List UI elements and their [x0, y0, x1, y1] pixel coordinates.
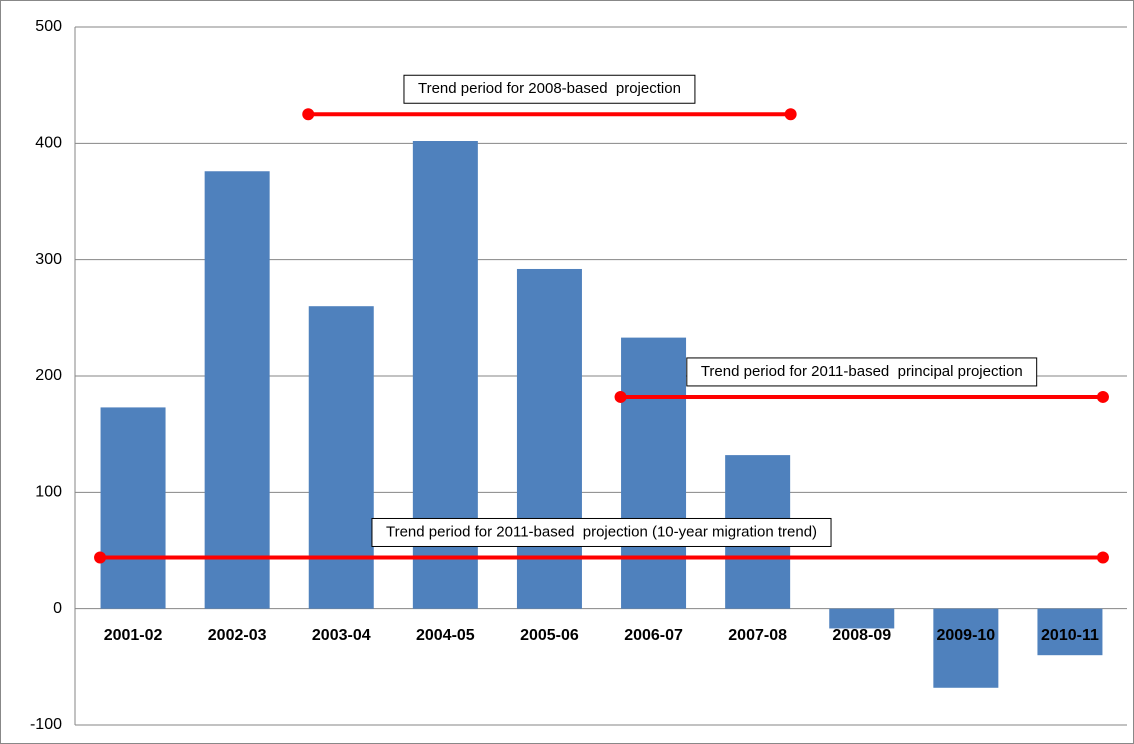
annotation-box [371, 517, 832, 547]
bar [933, 608, 999, 688]
trend-end [302, 108, 315, 121]
x-tick-label: 2002-03 [208, 627, 267, 644]
x-tick-label: 2006-07 [624, 627, 683, 644]
bar [829, 608, 895, 629]
bar [621, 337, 687, 609]
x-tick-label: 2009-10 [936, 627, 995, 644]
y-tick-label: -100 [30, 716, 62, 733]
x-tick-label: 2005-06 [520, 627, 579, 644]
x-tick-label: 2007-08 [728, 627, 787, 644]
trend-end [94, 551, 107, 564]
x-tick-label: 2001-02 [104, 627, 163, 644]
x-tick-label: 2010-11 [1041, 627, 1099, 644]
x-tick-label: 2004-05 [416, 627, 475, 644]
y-tick-label: 0 [53, 600, 62, 617]
trend-end [1096, 551, 1109, 564]
annotation-box [403, 74, 696, 104]
y-tick-label: 200 [35, 367, 62, 384]
bar [1037, 608, 1103, 656]
annotation-box [686, 357, 1038, 387]
y-tick-label: 500 [35, 18, 62, 35]
y-tick-label: 100 [35, 484, 62, 501]
y-tick-label: 400 [35, 135, 62, 152]
trend-end [1096, 390, 1109, 403]
y-tick-label: 300 [35, 251, 62, 268]
bar [100, 407, 166, 609]
x-tick-label: 2008-09 [832, 627, 891, 644]
x-tick-label: 2003-04 [312, 627, 371, 644]
annotation-label: Trend period for 2011-based projection (… [386, 523, 817, 540]
trend-end [614, 390, 627, 403]
annotation-label: Trend period for 2011-based principal pr… [701, 363, 1023, 380]
bar [516, 268, 582, 609]
annotation-label: Trend period for 2008-based projection [418, 80, 681, 97]
bar [204, 171, 270, 609]
trend-end [784, 108, 797, 121]
bar [308, 306, 374, 609]
